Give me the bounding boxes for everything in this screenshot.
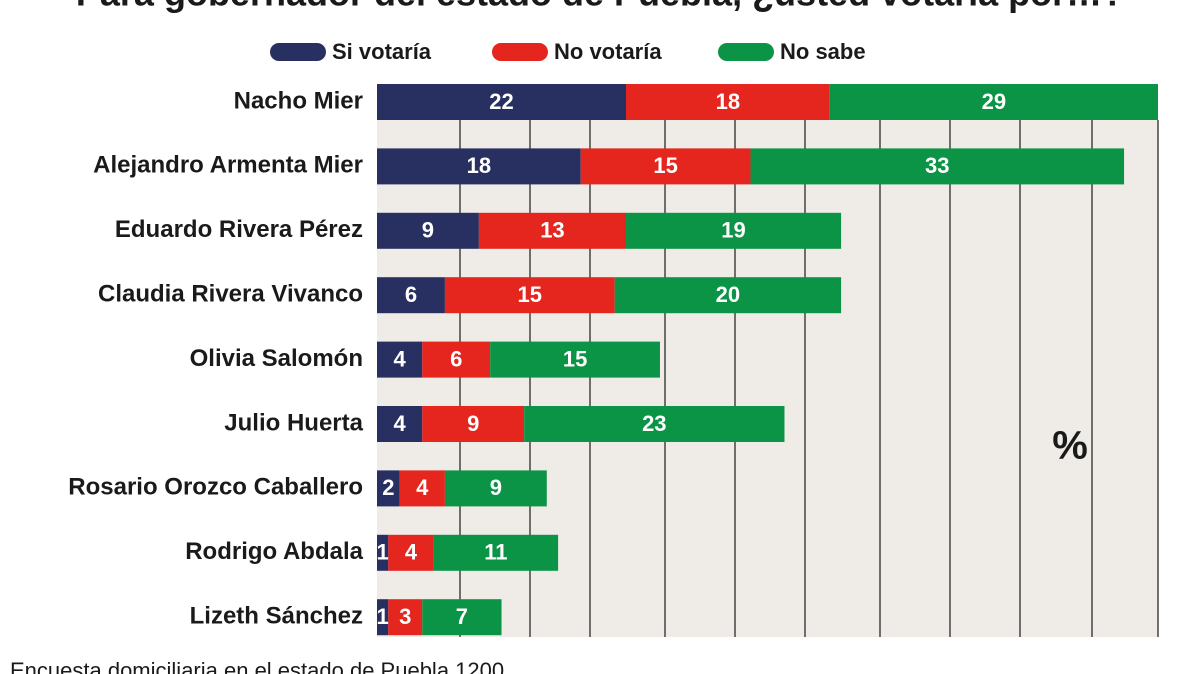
category-label: Alejandro Armenta Mier bbox=[93, 152, 363, 179]
value-label: 6 bbox=[405, 282, 417, 307]
bar-segment bbox=[490, 341, 660, 378]
value-label: 9 bbox=[490, 475, 502, 500]
bar-segment bbox=[829, 84, 1158, 120]
category-label: Julio Huerta bbox=[224, 409, 363, 436]
chart-title: Para gobernador del estado de Puebla, ¿u… bbox=[76, 0, 1124, 14]
bar-segment bbox=[444, 470, 547, 507]
value-label: 11 bbox=[484, 540, 507, 565]
bar-segment bbox=[626, 212, 842, 249]
legend-label: Si votaría bbox=[332, 39, 432, 64]
bar-segment bbox=[750, 148, 1125, 185]
value-label: 4 bbox=[394, 346, 407, 371]
value-label: 4 bbox=[416, 475, 429, 500]
value-label: 6 bbox=[450, 346, 462, 371]
legend-label: No votaría bbox=[554, 39, 662, 64]
bar-segment bbox=[377, 277, 445, 314]
value-label: 15 bbox=[653, 153, 677, 178]
value-label: 29 bbox=[982, 89, 1006, 114]
bar-segment bbox=[524, 406, 785, 442]
bar-segment bbox=[377, 470, 400, 507]
category-label: Rodrigo Abdala bbox=[185, 538, 363, 565]
bar-segment bbox=[377, 148, 581, 185]
bar-segment bbox=[444, 277, 615, 314]
bar-segment bbox=[377, 212, 479, 249]
legend-swatch bbox=[270, 43, 326, 61]
value-label: 3 bbox=[399, 604, 411, 629]
value-label: 15 bbox=[563, 346, 587, 371]
value-label: 4 bbox=[405, 540, 418, 565]
bar-segment bbox=[377, 599, 389, 636]
value-label: 23 bbox=[642, 411, 666, 436]
bar-segment bbox=[614, 277, 842, 314]
bar-segment bbox=[377, 406, 423, 442]
legend-label: No sabe bbox=[780, 39, 866, 64]
category-label: Rosario Orozco Caballero bbox=[68, 474, 363, 501]
note: Encuesta domiciliaria en el estado de Pu… bbox=[10, 658, 504, 674]
value-label: 4 bbox=[394, 411, 407, 436]
bar-segment bbox=[580, 148, 751, 185]
bar-segment bbox=[422, 341, 491, 378]
value-label: 2 bbox=[382, 475, 394, 500]
value-label: 7 bbox=[456, 604, 468, 629]
unit-label: % bbox=[1052, 424, 1088, 468]
value-label: 15 bbox=[518, 282, 542, 307]
legend-swatch bbox=[492, 43, 548, 61]
value-label: 33 bbox=[925, 153, 949, 178]
value-label: 20 bbox=[716, 282, 740, 307]
value-label: 1 bbox=[377, 604, 389, 629]
bar-segment bbox=[388, 534, 434, 571]
bar-segment bbox=[377, 534, 389, 571]
value-label: 1 bbox=[377, 540, 389, 565]
bar-segment bbox=[478, 212, 627, 249]
value-label: 18 bbox=[467, 153, 491, 178]
legend-swatch bbox=[718, 43, 774, 61]
category-label: Lizeth Sánchez bbox=[190, 603, 363, 630]
bar-segment bbox=[388, 599, 423, 636]
value-label: 9 bbox=[467, 411, 479, 436]
bar-segment bbox=[377, 341, 423, 378]
column-lines bbox=[459, 120, 1159, 637]
bar-segment bbox=[422, 599, 502, 636]
bar-segment bbox=[377, 84, 627, 120]
category-label: Eduardo Rivera Pérez bbox=[115, 216, 363, 243]
category-label: Claudia Rivera Vivanco bbox=[98, 281, 363, 308]
value-label: 19 bbox=[721, 218, 745, 243]
value-label: 18 bbox=[716, 89, 740, 114]
bar-segment bbox=[399, 470, 445, 507]
bar-segment bbox=[626, 84, 830, 120]
category-label: Olivia Salomón bbox=[190, 345, 363, 372]
category-label: Nacho Mier bbox=[234, 87, 363, 114]
value-label: 22 bbox=[489, 89, 513, 114]
value-label: 9 bbox=[422, 218, 434, 243]
value-label: 13 bbox=[540, 218, 564, 243]
bar-segment bbox=[433, 534, 559, 571]
bar-segment bbox=[422, 406, 525, 442]
